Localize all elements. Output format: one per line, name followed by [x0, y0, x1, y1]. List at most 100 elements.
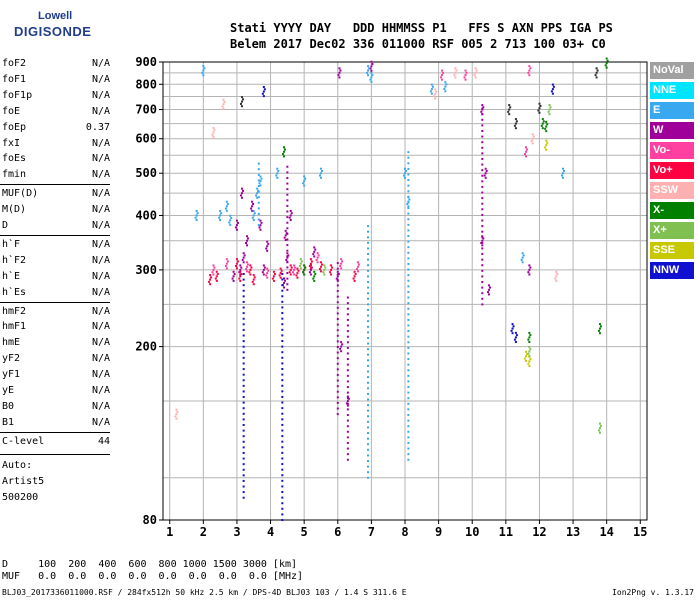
- data-point: [407, 313, 410, 316]
- param-name: h`F: [2, 238, 21, 250]
- data-point: [322, 271, 325, 274]
- data-point: [320, 263, 323, 266]
- data-point: [242, 278, 245, 281]
- data-point: [408, 198, 411, 201]
- data-point: [488, 284, 491, 287]
- data-point: [309, 262, 312, 265]
- data-point: [529, 348, 532, 351]
- data-point: [521, 252, 524, 255]
- data-point: [330, 264, 333, 267]
- data-point: [213, 129, 216, 132]
- data-point: [219, 214, 222, 217]
- data-point: [481, 230, 484, 233]
- data-point: [367, 359, 370, 362]
- data-point: [512, 325, 515, 328]
- data-point: [527, 352, 530, 355]
- data-point: [175, 413, 178, 416]
- data-point: [528, 355, 531, 358]
- param-row: D N/A: [2, 220, 110, 234]
- data-point: [252, 214, 255, 217]
- data-point: [281, 340, 284, 343]
- data-point: [252, 283, 255, 286]
- data-point: [525, 146, 527, 149]
- data-point: [346, 404, 349, 407]
- param-name: h`F2: [2, 254, 27, 266]
- data-point: [353, 279, 356, 282]
- data-point: [405, 169, 407, 172]
- header-line2: Belem 2017 Dec02 336 011000 RSF 005 2 71…: [230, 37, 606, 51]
- data-point: [367, 336, 370, 339]
- data-point: [281, 351, 284, 354]
- data-point: [331, 266, 334, 269]
- data-point: [366, 71, 369, 74]
- data-point: [257, 224, 260, 227]
- data-point: [510, 329, 513, 332]
- data-point: [336, 278, 339, 281]
- legend-item: X-: [650, 202, 694, 219]
- data-point: [528, 74, 531, 77]
- data-point: [346, 358, 349, 361]
- data-point: [242, 334, 245, 337]
- data-point: [555, 275, 558, 278]
- data-point: [407, 251, 410, 254]
- data-point: [367, 308, 370, 311]
- param-name: fmin: [2, 169, 27, 181]
- data-point: [561, 167, 564, 170]
- data-point: [283, 286, 285, 289]
- data-point: [252, 219, 255, 222]
- data-point: [336, 373, 339, 376]
- data-point: [346, 436, 349, 439]
- data-point: [340, 350, 343, 353]
- legend-item: Vo+: [650, 162, 694, 179]
- data-point: [242, 407, 245, 410]
- data-point: [407, 207, 410, 210]
- data-point: [225, 200, 228, 203]
- data-point: [407, 413, 410, 416]
- data-point: [481, 292, 484, 295]
- data-point: [484, 172, 487, 175]
- data-point: [323, 268, 326, 271]
- data-point: [481, 146, 484, 149]
- data-point: [240, 192, 243, 195]
- data-point: [346, 346, 349, 349]
- data-point: [220, 212, 223, 215]
- data-point: [286, 227, 289, 230]
- data-point: [367, 269, 370, 272]
- data-point: [251, 216, 254, 219]
- data-point: [257, 218, 260, 221]
- data-point: [286, 210, 289, 213]
- data-point: [370, 71, 373, 74]
- data-point: [281, 463, 284, 466]
- data-point: [249, 264, 252, 267]
- data-point: [454, 76, 457, 79]
- data-point: [240, 100, 243, 103]
- data-point: [453, 74, 456, 77]
- data-point: [195, 209, 198, 212]
- data-point: [347, 397, 350, 400]
- data-point: [246, 239, 249, 242]
- data-point: [272, 275, 275, 278]
- data-point: [202, 65, 205, 68]
- data-point: [273, 273, 276, 276]
- data-point: [234, 264, 237, 267]
- data-point: [336, 301, 339, 304]
- data-point: [281, 507, 284, 510]
- data-point: [284, 238, 287, 241]
- data-point: [225, 205, 228, 208]
- data-point: [242, 328, 245, 331]
- data-point: [346, 419, 349, 422]
- data-point: [346, 391, 349, 394]
- data-point: [526, 148, 528, 151]
- data-point: [548, 113, 551, 116]
- data-point: [406, 203, 409, 206]
- data-point: [242, 435, 245, 438]
- data-point: [528, 65, 531, 68]
- data-point: [212, 264, 215, 267]
- data-point: [317, 254, 320, 257]
- data-point: [286, 249, 289, 252]
- data-point: [444, 85, 447, 88]
- x-tick-label: 11: [499, 525, 513, 539]
- data-point: [293, 273, 296, 276]
- data-point: [367, 404, 370, 407]
- data-point: [276, 172, 279, 175]
